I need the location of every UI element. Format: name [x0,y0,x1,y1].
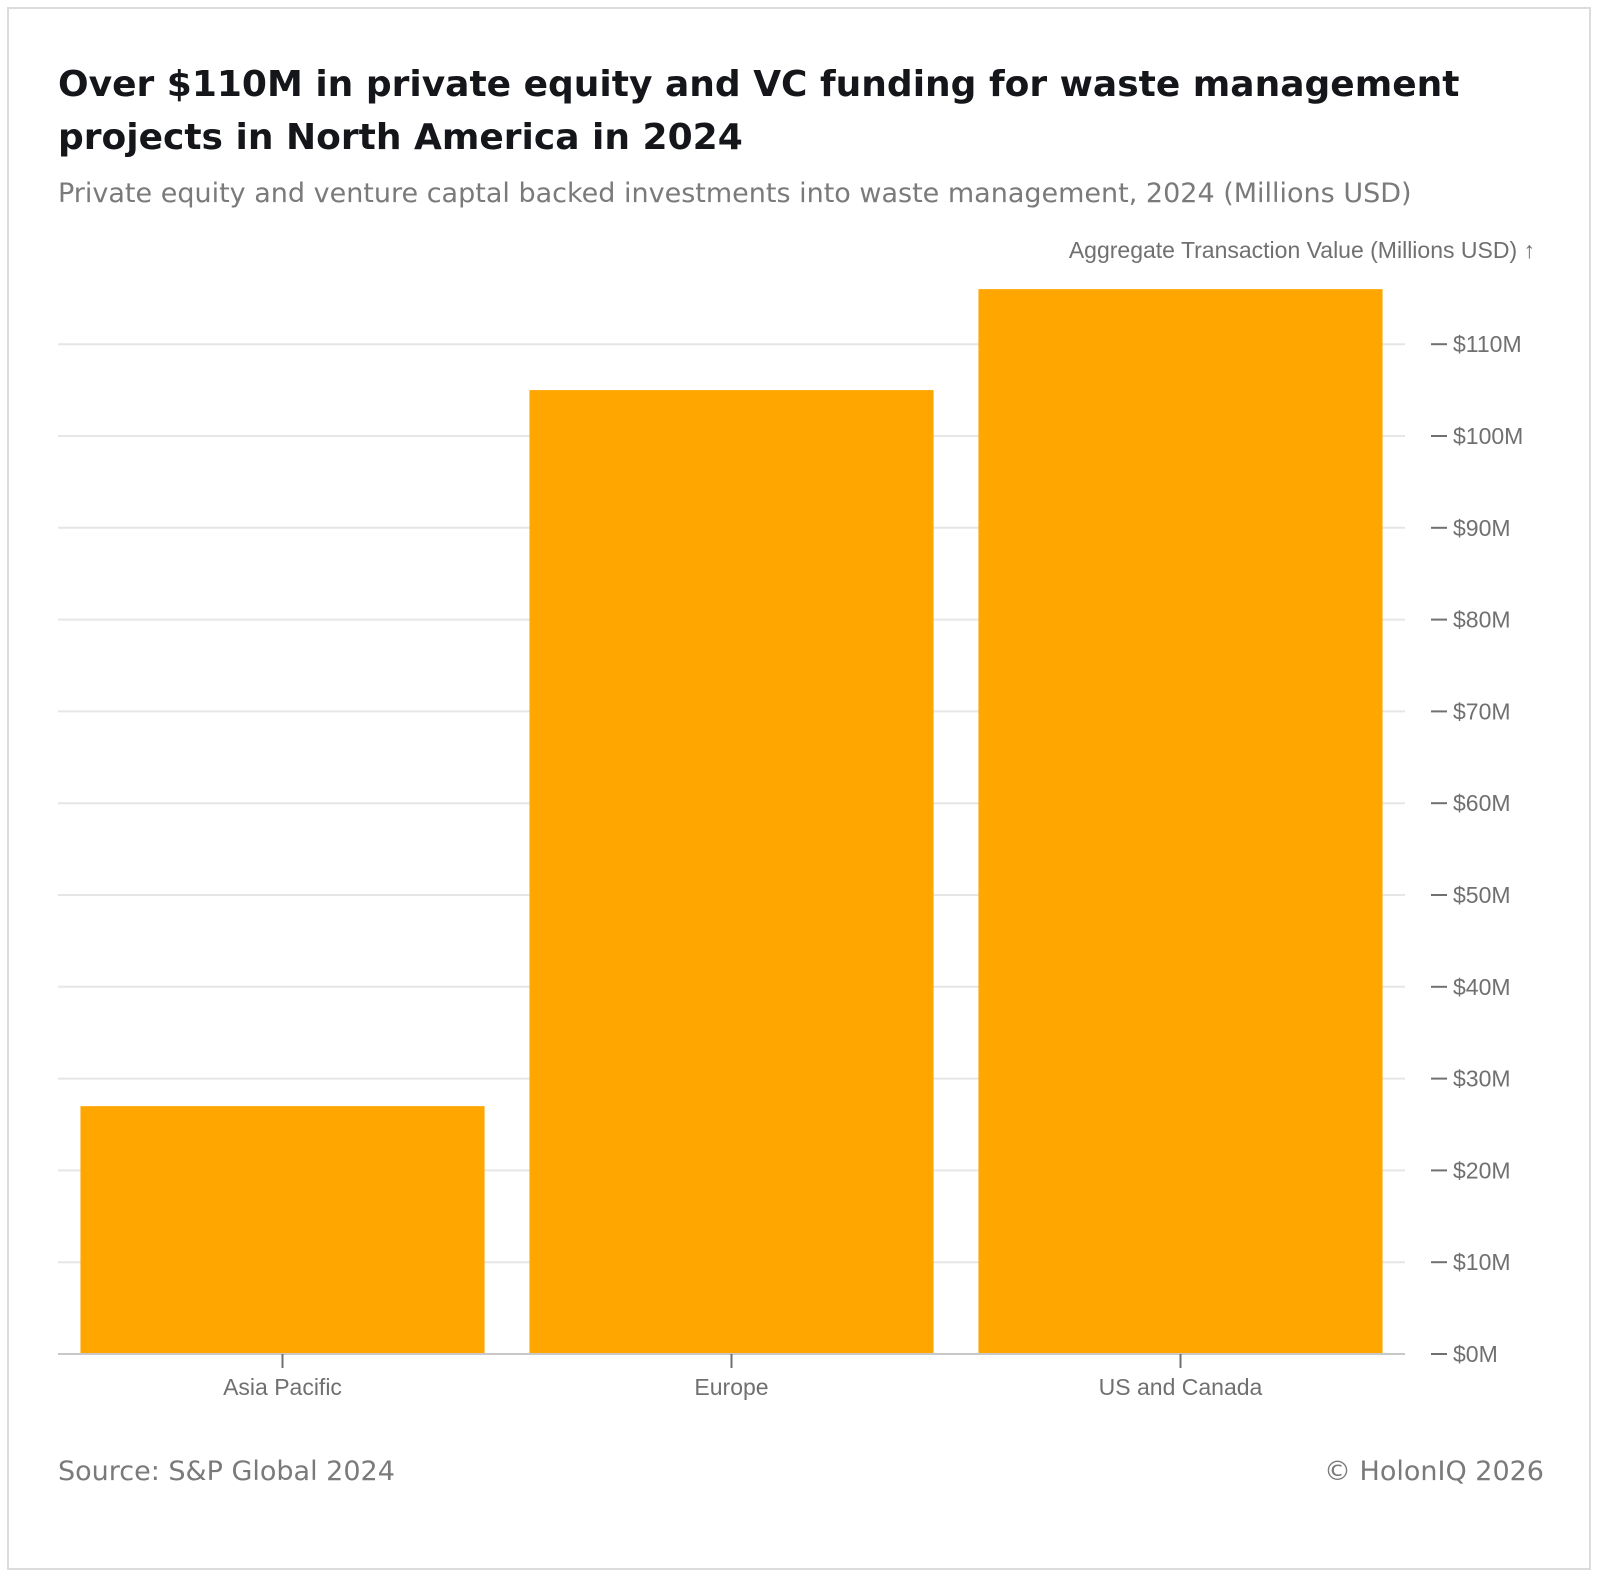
bar-europe [529,390,934,1355]
copyright-note: © HolonIQ 2026 [1323,1456,1544,1487]
y-tick-label: $20M [1453,1157,1511,1183]
y-tick-label: $100M [1453,423,1523,449]
source-note: Source: S&P Global 2024 [58,1456,395,1487]
chart-title: Over $110M in private equity and VC fund… [58,64,1460,158]
y-tick-label: $60M [1453,790,1511,816]
chart-subtitle: Private equity and venture captal backed… [58,178,1412,209]
y-tick-label: $80M [1453,607,1511,633]
x-tick-label: Europe [694,1374,768,1400]
y-tick-label: $90M [1453,515,1511,541]
y-axis-label: Aggregate Transaction Value (Millions US… [1069,237,1535,263]
x-tick-label: Asia Pacific [223,1374,342,1400]
y-tick-label: $40M [1453,974,1511,1000]
y-tick-label: $70M [1453,698,1511,724]
bar-asia-pacific [80,1106,485,1354]
y-tick-label: $30M [1453,1066,1511,1092]
y-tick-label: $50M [1453,882,1511,908]
bar-chart: $0M $10M $20M $30M $40M $50M $60M $70M $80M $90M $… [58,237,1535,1400]
y-tick-label: $110M [1453,331,1522,357]
x-tick-label: US and Canada [1099,1374,1263,1400]
y-tick-label: $0M [1453,1341,1498,1367]
y-tick-label: $10M [1453,1249,1511,1275]
bar-us-and-canada [978,289,1383,1354]
